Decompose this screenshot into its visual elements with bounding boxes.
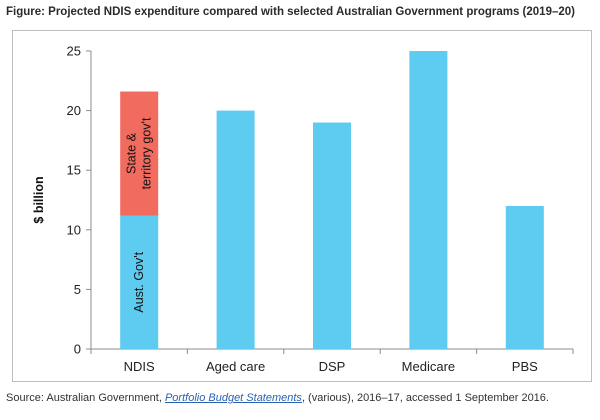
source-suffix: , (various), 2016–17, accessed 1 Septemb… bbox=[301, 392, 549, 404]
bar-pbs-segment-1 bbox=[505, 205, 544, 349]
bar-dsp-segment-1 bbox=[313, 122, 351, 350]
x-tick-label: DSP bbox=[319, 359, 346, 374]
source-prefix: Source: Australian Government, bbox=[6, 392, 165, 404]
bar-aged-care-segment-1 bbox=[216, 110, 255, 349]
x-tick-label: NDIS bbox=[124, 359, 155, 374]
x-tick-label: Medicare bbox=[402, 359, 455, 374]
bar-inline-label: Aust. Gov't bbox=[132, 251, 146, 312]
x-tick-label: Aged care bbox=[206, 359, 265, 374]
bar-medicare-segment-1 bbox=[409, 51, 448, 349]
bar-ndis-segment-1 bbox=[120, 215, 159, 349]
y-tick-label: 10 bbox=[67, 222, 81, 237]
bar-chart: 0 5 10 15 20 25 $ billion Aust. Gov't State &ter… bbox=[32, 44, 574, 374]
y-axis-title: $ billion bbox=[32, 176, 46, 223]
x-tick-label: PBS bbox=[512, 359, 538, 374]
y-tick-label: 5 bbox=[74, 282, 81, 297]
source-publication-link[interactable]: Portfolio Budget Statements bbox=[164, 392, 302, 404]
y-tick-label: 15 bbox=[67, 163, 81, 178]
chart-frame: 0 5 10 15 20 25 $ billion Aust. Gov't State &ter… bbox=[12, 30, 592, 382]
bar-inline-label: State &territory gov't bbox=[125, 117, 154, 189]
y-tick-label: 0 bbox=[74, 342, 81, 357]
figure-title: Figure: Projected NDIS expenditure compa… bbox=[6, 6, 575, 18]
source-note: Source: Australian Government, Portfolio… bbox=[6, 392, 549, 404]
y-tick-label: 25 bbox=[67, 44, 81, 59]
bar-ndis-segment-2 bbox=[120, 91, 159, 216]
y-tick-label: 20 bbox=[67, 103, 81, 118]
